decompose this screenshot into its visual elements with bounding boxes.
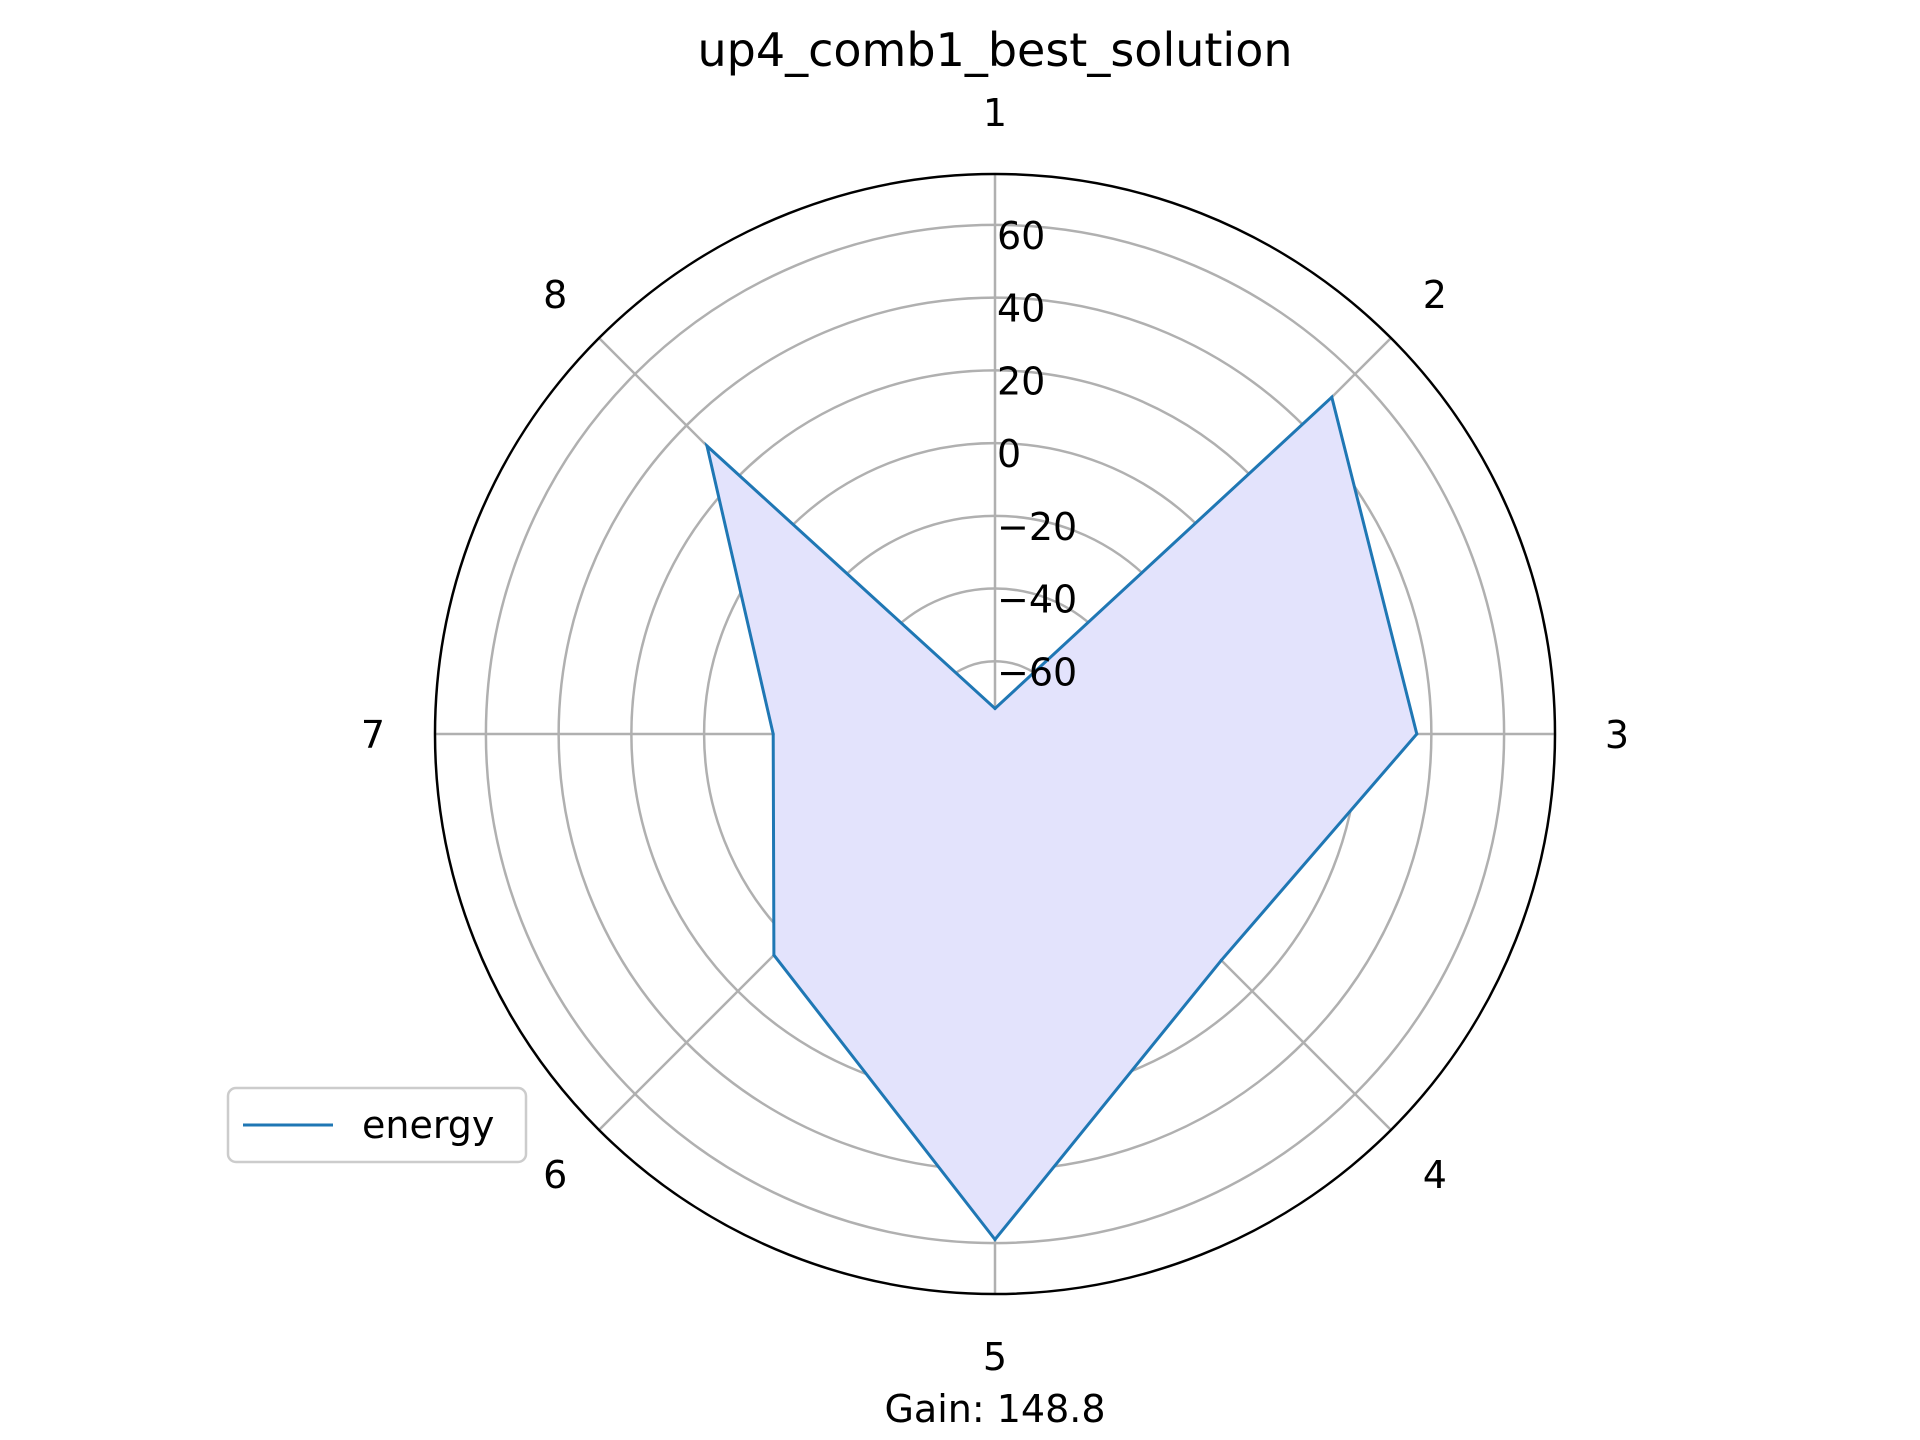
category-label-6: 6 xyxy=(543,1153,567,1197)
category-label-4: 4 xyxy=(1423,1153,1447,1197)
data-layer xyxy=(704,394,1419,1242)
data-point-2 xyxy=(1330,395,1334,399)
r-tick-label-6: 60 xyxy=(997,214,1045,258)
legend: energy xyxy=(226,1086,528,1164)
r-tick-label-0: −60 xyxy=(997,650,1077,694)
legend-box xyxy=(226,1086,528,1164)
data-point-5 xyxy=(993,1238,997,1241)
category-label-7: 7 xyxy=(361,713,385,757)
category-label-8: 8 xyxy=(543,273,567,317)
polar-frame xyxy=(433,172,1557,1296)
data-point-7 xyxy=(771,732,775,736)
r-tick-label-2: −20 xyxy=(997,505,1077,549)
data-point-3 xyxy=(1415,732,1419,736)
data-point-8 xyxy=(705,444,709,448)
r-tick-label-5: 40 xyxy=(997,287,1045,331)
r-tick-label-1: −40 xyxy=(997,578,1077,622)
category-label-2: 2 xyxy=(1423,273,1447,317)
legend-label-energy: energy xyxy=(362,1103,494,1147)
category-label-3: 3 xyxy=(1605,713,1629,757)
r-tick-label-3: 0 xyxy=(997,432,1021,476)
angular-labels: 1 2 3 4 5 6 7 8 xyxy=(361,91,1629,1379)
outer-frame xyxy=(433,172,1557,1296)
data-point-4 xyxy=(1219,958,1223,962)
category-label-1: 1 xyxy=(983,91,1007,135)
data-point-1 xyxy=(993,707,997,710)
gain-annotation: Gain: 148.8 xyxy=(884,1387,1105,1431)
r-tick-label-4: 20 xyxy=(997,359,1045,403)
category-label-5: 5 xyxy=(983,1335,1007,1379)
data-point-6 xyxy=(772,953,776,957)
radial-tick-labels: −60 −40 −20 0 20 40 60 xyxy=(997,214,1077,694)
chart-title: up4_comb1_best_solution xyxy=(698,23,1293,77)
